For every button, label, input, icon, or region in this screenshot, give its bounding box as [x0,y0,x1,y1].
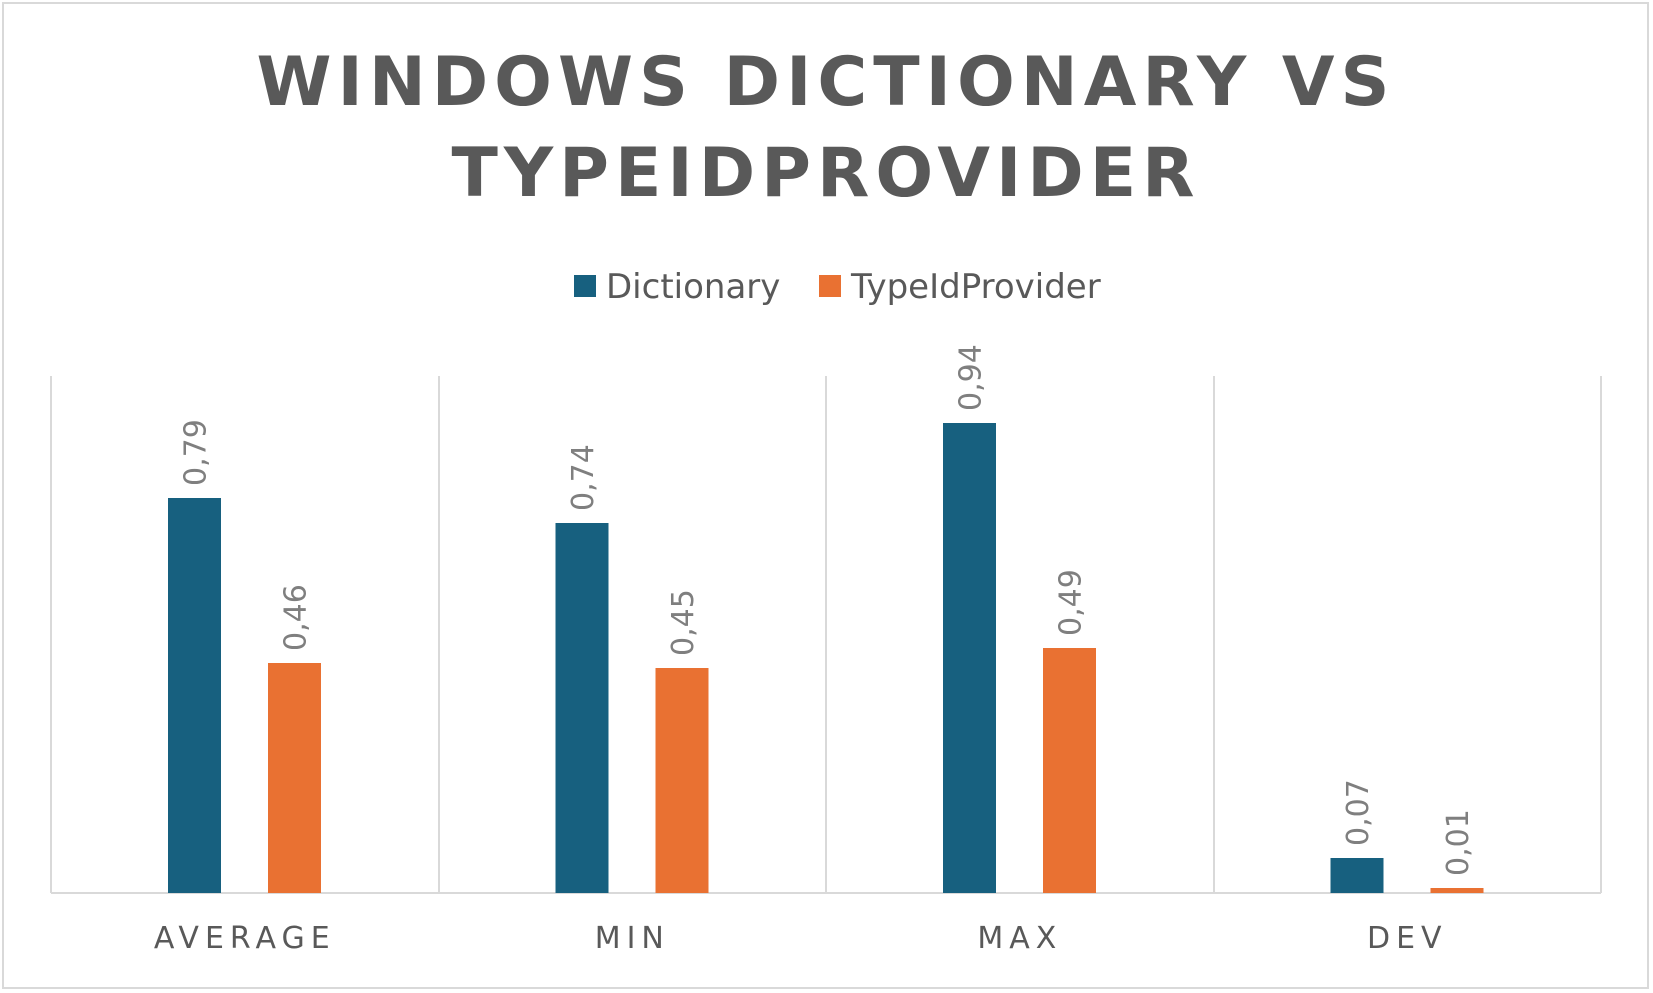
bar-dictionary-min [555,523,609,893]
legend-label-dictionary: Dictionary [606,267,780,307]
legend-swatch-typeidprovider [819,275,841,297]
data-labels: 0,79 0,46 0,74 0,45 0,94 0,49 0,07 0,01 [179,344,1477,876]
bar-typeidprovider-average [268,663,321,893]
category-label-max: MAX [977,921,1062,956]
legend-label-typeidprovider: TypeIdProvider [850,267,1101,307]
data-label-dictionary-max: 0,94 [954,344,989,411]
chart-title: WINDOWS DICTIONARY VS TYPEIDPROVIDER [257,43,1396,213]
legend: Dictionary TypeIdProvider [574,267,1101,307]
data-label-typeidprovider-average: 0,46 [279,584,314,651]
bars [168,423,1484,893]
bar-dictionary-dev [1330,858,1384,893]
chart-title-line-2: TYPEIDPROVIDER [451,134,1200,213]
chart-title-line-1: WINDOWS DICTIONARY VS [257,43,1396,122]
bar-dictionary-max [943,423,996,893]
data-label-typeidprovider-dev: 0,01 [1441,809,1476,876]
data-label-dictionary-min: 0,74 [566,444,601,511]
data-label-typeidprovider-max: 0,49 [1054,569,1089,636]
legend-swatch-dictionary [574,275,596,297]
category-label-dev: DEV [1367,921,1448,956]
category-label-average: AVERAGE [154,921,336,956]
bar-typeidprovider-max [1043,648,1096,893]
bar-typeidprovider-dev [1430,888,1484,893]
category-labels: AVERAGE MIN MAX DEV [154,921,1448,956]
bar-typeidprovider-min [655,668,709,893]
bar-dictionary-average [168,498,221,893]
data-label-dictionary-average: 0,79 [179,419,214,486]
data-label-typeidprovider-min: 0,45 [666,589,701,656]
data-label-dictionary-dev: 0,07 [1341,779,1376,846]
category-label-min: MIN [595,921,670,956]
